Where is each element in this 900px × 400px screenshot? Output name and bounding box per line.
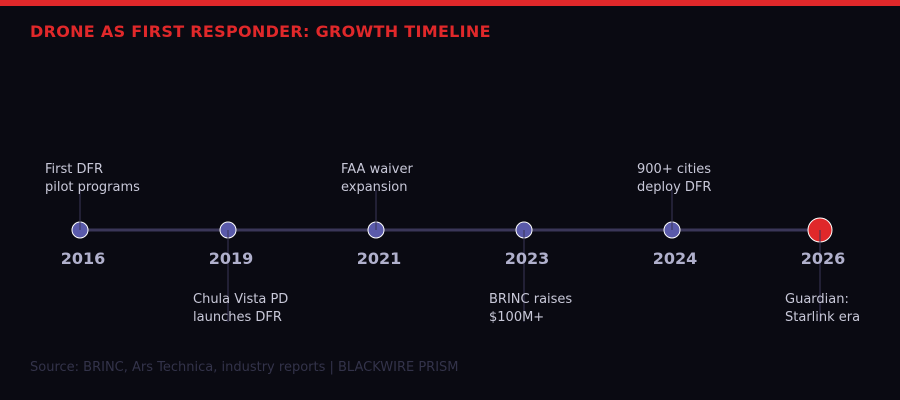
source-note: Source: BRINC, Ars Technica, industry re…	[30, 360, 459, 375]
event-label: launches DFR	[193, 310, 282, 325]
event-label: $100M+	[489, 310, 544, 325]
page-title: DRONE AS FIRST RESPONDER: GROWTH TIMELIN…	[30, 22, 491, 41]
year-label: 2019	[209, 249, 254, 268]
year-label: 2021	[357, 249, 402, 268]
event-label: Guardian:	[785, 292, 849, 307]
year-label: 2024	[653, 249, 698, 268]
event-label: Chula Vista PD	[193, 292, 288, 307]
event-label: 900+ cities	[637, 162, 711, 177]
year-label: 2026	[801, 249, 846, 268]
year-label: 2023	[505, 249, 550, 268]
event-label: FAA waiver	[341, 162, 413, 177]
top-accent-bar	[0, 0, 900, 6]
event-label: BRINC raises	[489, 292, 572, 307]
event-label: expansion	[341, 180, 408, 195]
event-label: Starlink era	[785, 310, 860, 325]
year-label: 2016	[61, 249, 106, 268]
event-label: First DFR	[45, 162, 103, 177]
event-label: pilot programs	[45, 180, 140, 195]
event-label: deploy DFR	[637, 180, 711, 195]
